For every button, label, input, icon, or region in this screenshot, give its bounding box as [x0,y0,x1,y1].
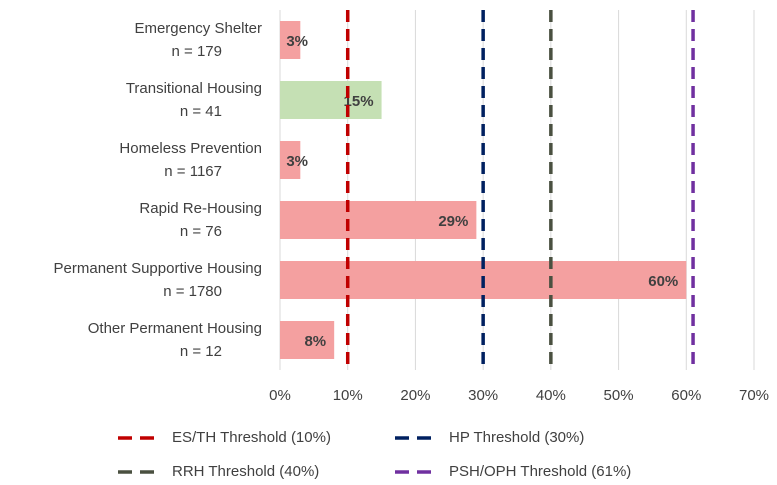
bar [280,21,301,59]
category-count: n = 179 [172,43,222,60]
value-label: 60% [648,273,678,290]
legend-label: ES/TH Threshold (10%) [172,429,331,446]
category-count: n = 1780 [163,283,222,300]
value-label: 3% [286,33,308,50]
category-count: n = 76 [180,223,222,240]
category-count: n = 41 [180,103,222,120]
category-label: Other Permanent Housing [88,320,262,337]
bar [280,141,301,179]
value-label: 29% [438,213,468,230]
category-label: Emergency Shelter [134,20,262,37]
x-tick-label: 70% [739,387,769,404]
legend-label: PSH/OPH Threshold (61%) [449,463,631,480]
x-tick-label: 20% [400,387,430,404]
value-label: 3% [286,153,308,170]
category-count: n = 12 [180,343,222,360]
x-tick-label: 10% [333,387,363,404]
category-label: Permanent Supportive Housing [54,260,262,277]
x-tick-label: 60% [671,387,701,404]
bar [280,201,477,239]
legend-label: RRH Threshold (40%) [172,463,319,480]
category-label: Transitional Housing [126,80,262,97]
category-count: n = 1167 [164,163,222,180]
legend-label: HP Threshold (30%) [449,429,584,446]
category-label: Homeless Prevention [119,140,262,157]
x-tick-label: 40% [536,387,566,404]
value-label: 15% [344,93,374,110]
x-tick-label: 30% [468,387,498,404]
bar [280,321,335,359]
value-label: 8% [304,333,326,350]
bar [280,81,382,119]
x-tick-label: 0% [269,387,291,404]
category-label: Rapid Re-Housing [139,200,262,217]
x-tick-label: 50% [604,387,634,404]
